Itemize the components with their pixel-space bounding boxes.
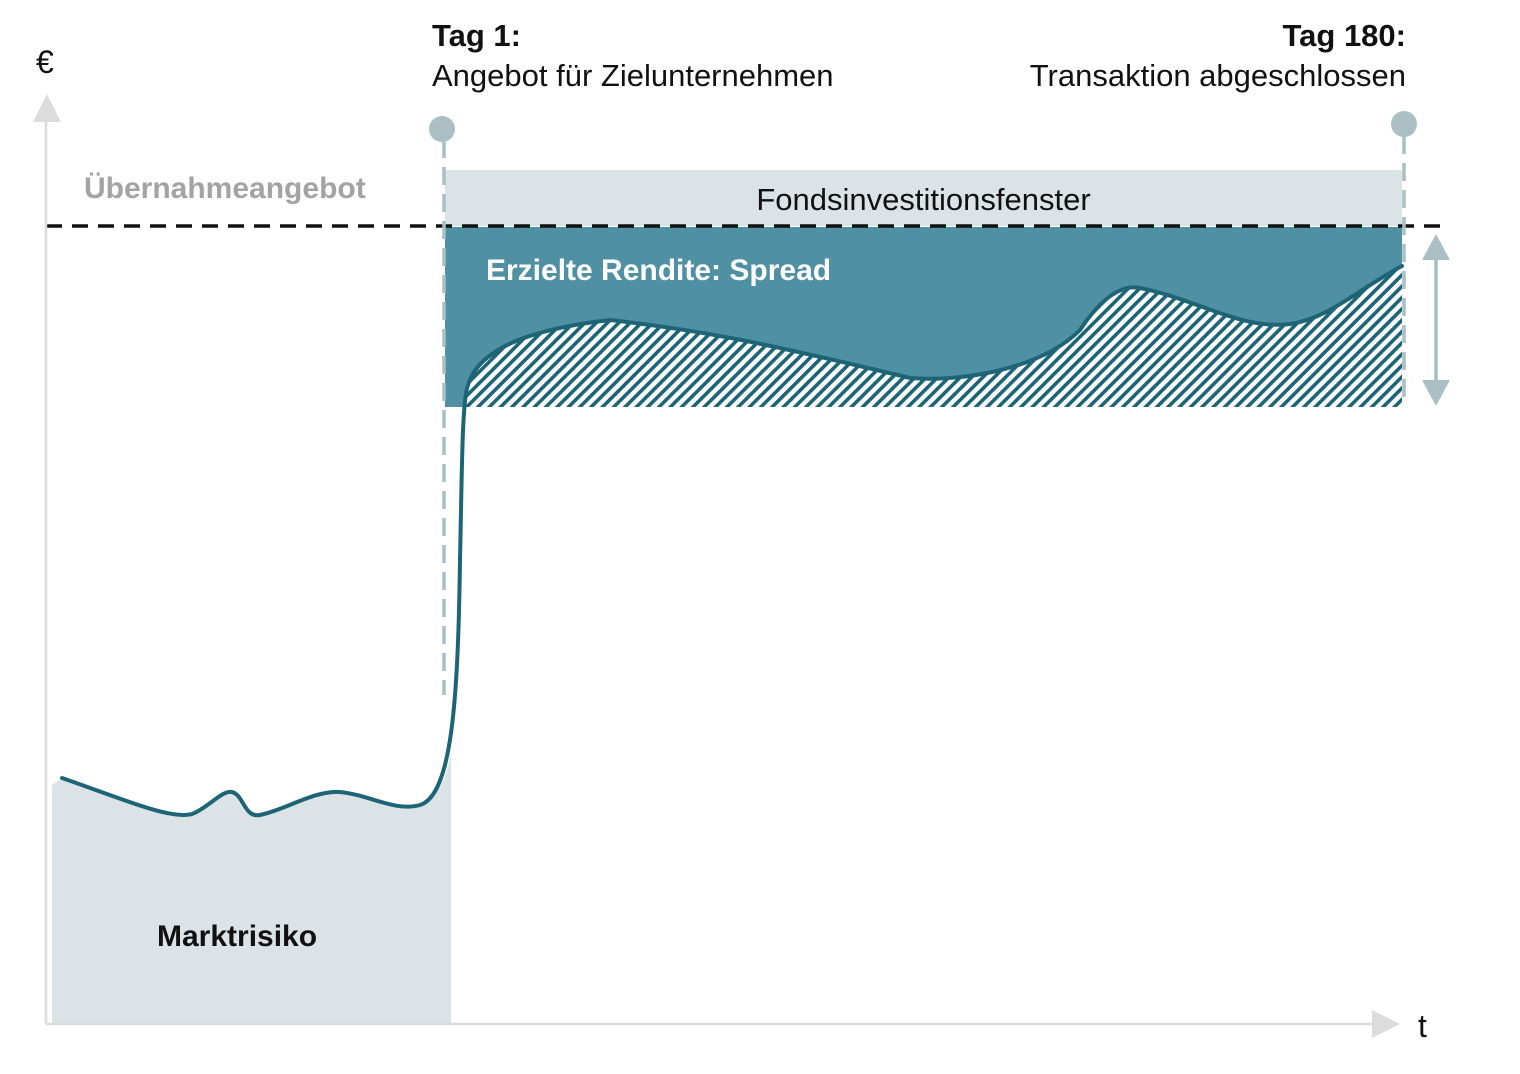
investment-window-label: Fondsinvestitionsfenster <box>756 182 1091 217</box>
spread-range-arrow <box>1422 234 1450 406</box>
market-risk-label: Marktrisiko <box>157 920 318 953</box>
y-axis <box>33 94 61 1024</box>
y-axis-label: € <box>36 44 54 80</box>
investment-window-band <box>445 170 1402 226</box>
x-axis <box>46 1010 1400 1038</box>
day180-title: Tag 180: <box>1282 18 1406 53</box>
hatched-price-area <box>466 266 1402 407</box>
offer-level-label: Übernahmeangebot <box>84 172 366 205</box>
market-risk-area <box>52 752 451 1024</box>
day1-title: Tag 1: <box>432 18 521 53</box>
day180-marker-dot <box>1391 111 1417 137</box>
price-curve <box>60 264 1404 818</box>
day1-description: Angebot für Zielunternehmen <box>432 58 834 93</box>
day1-marker-dot <box>429 116 455 142</box>
x-axis-label: t <box>1418 1008 1427 1044</box>
day180-description: Transaktion abgeschlossen <box>1029 58 1406 93</box>
spread-label: Erzielte Rendite: Spread <box>486 254 832 287</box>
